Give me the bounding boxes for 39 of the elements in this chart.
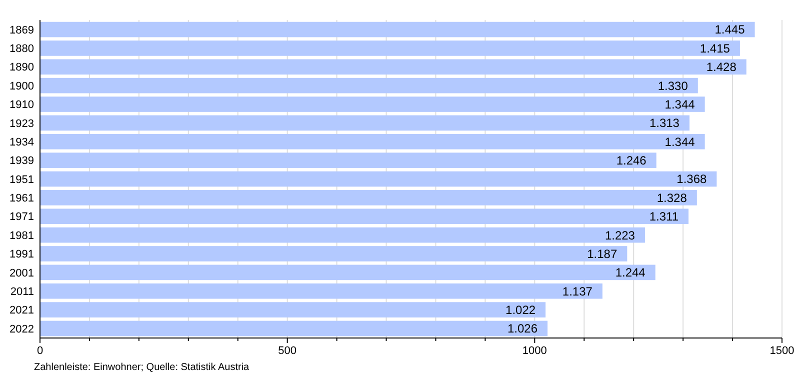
data-label: 1.330: [658, 78, 688, 93]
data-label: 1.244: [615, 266, 646, 280]
y-tick-label: 1971: [10, 211, 34, 224]
data-label: 1.328: [656, 190, 688, 205]
data-label: 1.022: [506, 302, 536, 317]
x-tick-label: 0: [36, 345, 44, 357]
data-label: 1.223: [604, 228, 636, 242]
y-tick-label: 1951: [10, 174, 34, 186]
data-label: 1.246: [616, 154, 647, 168]
data-label: 1.311: [649, 210, 679, 224]
y-tick-label: 2022: [10, 323, 34, 336]
y-tick-label: 1934: [10, 136, 34, 148]
y-tick-label: 1923: [10, 118, 34, 130]
data-label: 1.137: [562, 284, 593, 298]
y-tick-label: 1880: [10, 43, 34, 56]
data-label: 1.313: [649, 116, 680, 130]
data-label: 1.344: [664, 134, 696, 149]
y-tick-label: 2021: [10, 304, 34, 317]
y-tick-label: 1981: [10, 230, 34, 242]
data-label: 1.445: [714, 22, 746, 37]
y-tick-label: 1961: [10, 192, 34, 205]
data-label: 1.026: [507, 322, 538, 336]
data-label: 1.187: [587, 246, 618, 261]
data-label: 1.428: [706, 60, 737, 74]
y-tick-label: 2011: [10, 286, 34, 298]
y-tick-label: 1991: [10, 248, 34, 261]
y-tick-label: 1890: [10, 62, 34, 74]
x-tick-label: 1000: [522, 345, 547, 357]
y-tick-label: 1939: [10, 155, 34, 168]
y-tick-label: 2001: [10, 267, 34, 280]
y-tick-label: 1910: [10, 99, 34, 112]
x-tick-label: 500: [278, 345, 297, 357]
data-label: 1.368: [676, 172, 708, 186]
y-tick-label: 1869: [10, 24, 34, 36]
y-tick-label: 1900: [10, 80, 34, 92]
data-label: 1.415: [700, 41, 730, 56]
text: Zahlenleiste: Einwohner; Quelle: Statistik Austria: [34, 362, 250, 373]
x-tick-label: 1500: [770, 345, 794, 357]
data-label: 1.344: [664, 97, 696, 112]
